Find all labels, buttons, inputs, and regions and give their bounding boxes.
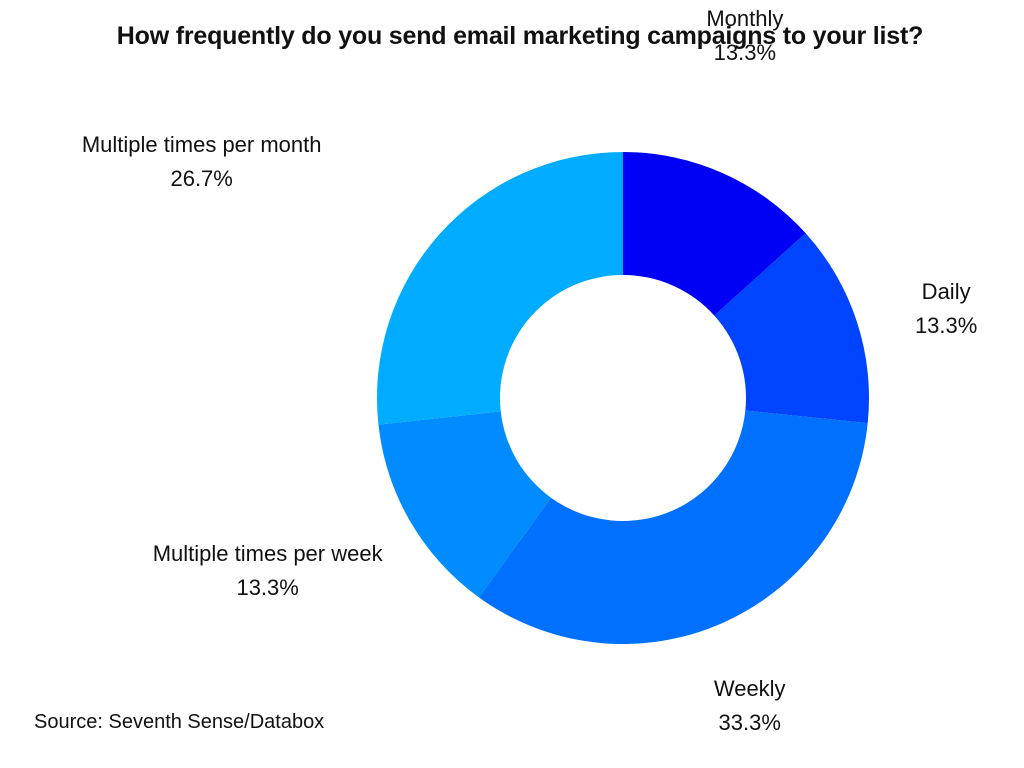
slice-label-name: Multiple times per week	[152, 540, 383, 566]
slice-label-value: 13.3%	[236, 574, 299, 600]
slice-label-value: 13.3%	[713, 39, 777, 65]
slice-monthly	[623, 152, 806, 316]
slice-label: Multiple times per month 26.7%	[82, 128, 322, 196]
slice-daily	[714, 233, 869, 424]
slice-multiple-times-per-month	[376, 152, 623, 425]
slice-label-value: 26.7%	[170, 165, 233, 191]
slice-label: Daily 13.3%	[915, 275, 977, 343]
slice-label-name: Multiple times per month	[81, 131, 322, 157]
slice-label-value: 13.3%	[914, 312, 978, 338]
slice-label-name: Daily	[921, 278, 971, 304]
slice-multiple-times-per-week	[378, 411, 551, 598]
slice-label-name: Weekly	[713, 675, 786, 701]
chart-title: How frequently do you send email marketi…	[116, 22, 924, 50]
slice-label: Multiple times per week 13.3%	[153, 537, 383, 605]
slice-label: Monthly 13.3%	[706, 2, 783, 70]
slice-weekly	[478, 410, 868, 644]
source-note: Source: Seventh Sense/Databox	[34, 711, 325, 733]
slice-label-value: 33.3%	[718, 709, 781, 735]
slice-label: Weekly 33.3%	[714, 672, 786, 740]
slice-label-name: Monthly	[706, 5, 784, 31]
